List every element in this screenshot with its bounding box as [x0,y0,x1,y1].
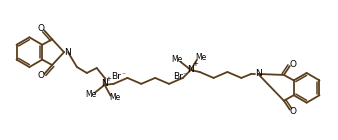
Text: N: N [101,79,108,88]
Text: Me: Me [195,53,206,62]
Text: Me: Me [85,90,96,99]
Text: Me: Me [171,55,183,64]
Text: O: O [289,60,296,69]
Text: N: N [187,65,194,74]
Text: O: O [38,71,45,80]
Text: Me: Me [109,93,120,102]
Text: O: O [38,24,45,33]
Text: O: O [289,107,296,116]
Text: ⁻: ⁻ [121,70,125,80]
Text: N: N [64,48,70,57]
Text: ⁻: ⁻ [183,70,187,80]
Text: +: + [192,61,198,67]
Text: Br: Br [173,72,183,81]
Text: Br: Br [112,72,121,81]
Text: +: + [106,76,112,82]
Text: N: N [255,69,262,78]
